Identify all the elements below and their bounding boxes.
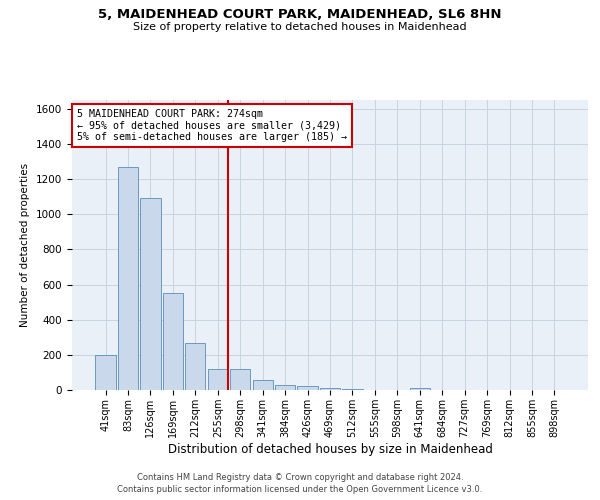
Bar — [320, 388, 340, 390]
Text: 5 MAIDENHEAD COURT PARK: 274sqm
← 95% of detached houses are smaller (3,429)
5% : 5 MAIDENHEAD COURT PARK: 274sqm ← 95% of… — [77, 108, 347, 142]
Bar — [253, 380, 273, 390]
Bar — [140, 198, 161, 390]
Bar — [410, 388, 430, 390]
Text: Distribution of detached houses by size in Maidenhead: Distribution of detached houses by size … — [167, 442, 493, 456]
Bar — [95, 356, 116, 390]
Bar — [230, 370, 250, 390]
Bar — [118, 167, 138, 390]
Text: Size of property relative to detached houses in Maidenhead: Size of property relative to detached ho… — [133, 22, 467, 32]
Y-axis label: Number of detached properties: Number of detached properties — [20, 163, 31, 327]
Text: 5, MAIDENHEAD COURT PARK, MAIDENHEAD, SL6 8HN: 5, MAIDENHEAD COURT PARK, MAIDENHEAD, SL… — [98, 8, 502, 20]
Bar — [163, 294, 183, 390]
Bar — [208, 370, 228, 390]
Text: Contains public sector information licensed under the Open Government Licence v3: Contains public sector information licen… — [118, 485, 482, 494]
Bar — [185, 344, 205, 390]
Bar — [298, 386, 317, 390]
Text: Contains HM Land Registry data © Crown copyright and database right 2024.: Contains HM Land Registry data © Crown c… — [137, 472, 463, 482]
Bar — [275, 384, 295, 390]
